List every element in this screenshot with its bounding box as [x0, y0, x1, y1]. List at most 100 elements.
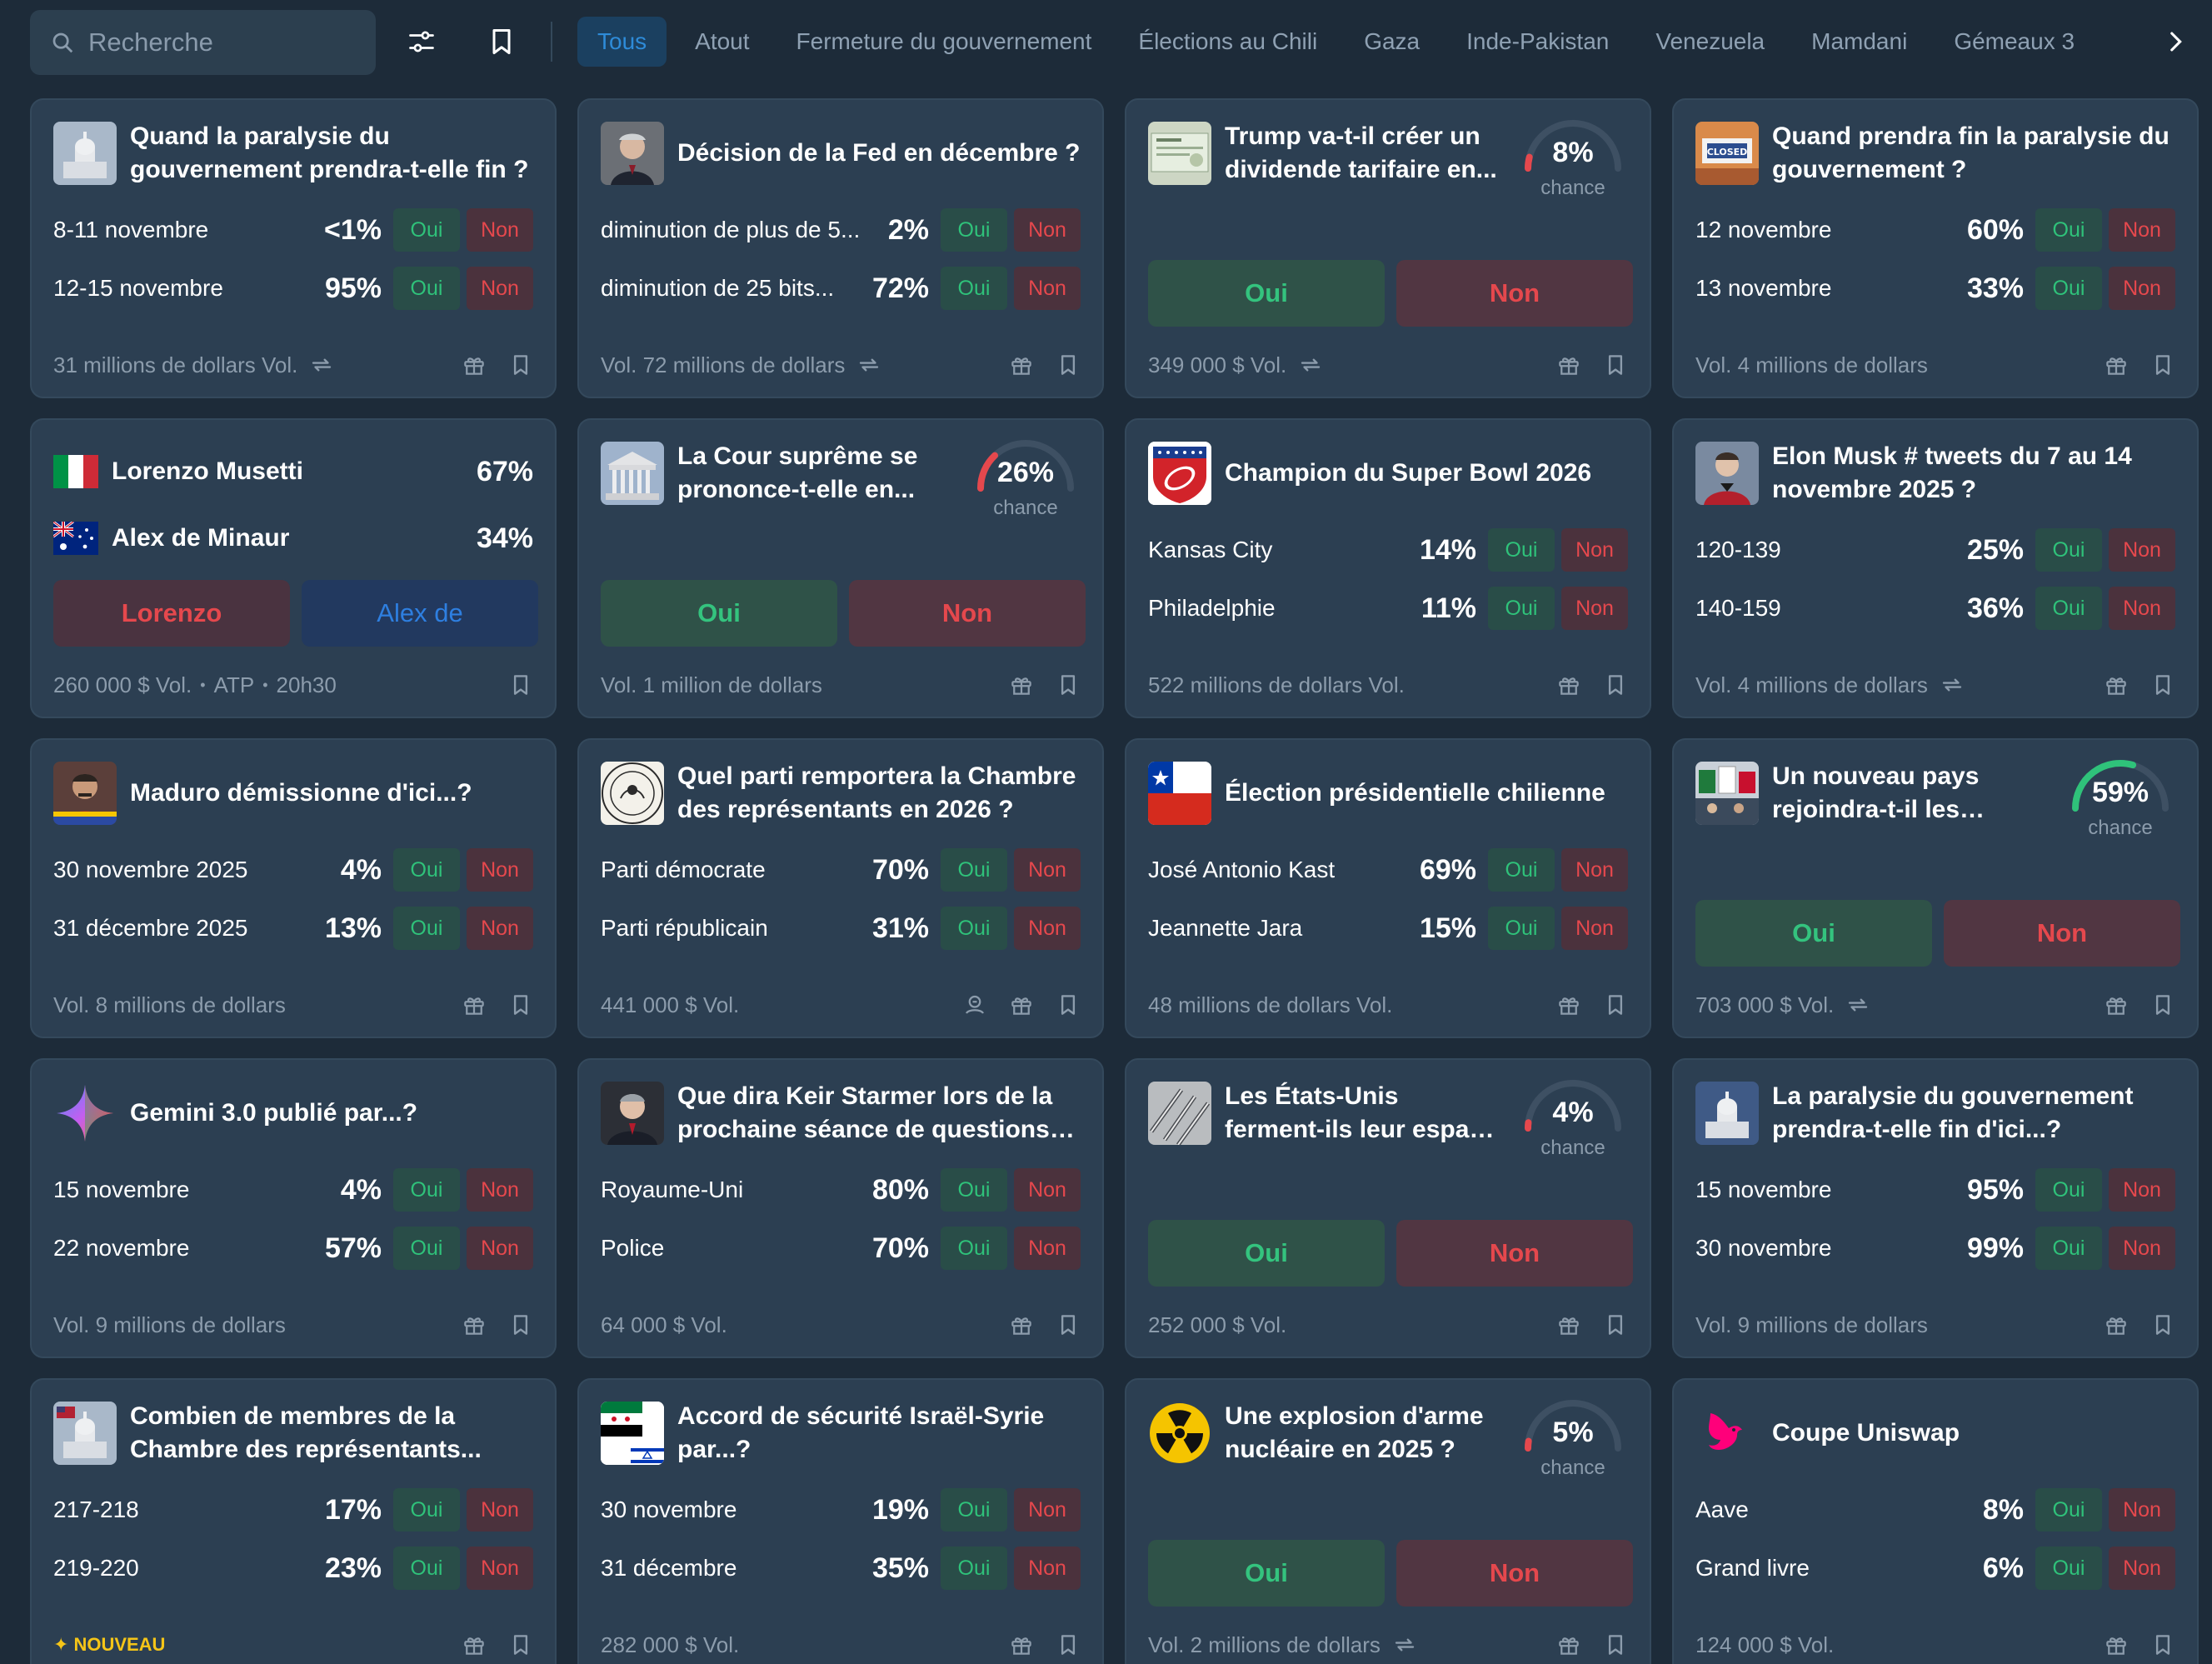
yes-button[interactable]: Oui [1488, 907, 1555, 950]
gift-icon[interactable] [1556, 1632, 1581, 1657]
tab-inde-pakistan[interactable]: Inde-Pakistan [1466, 28, 1610, 54]
no-button[interactable]: Non [2109, 528, 2175, 572]
market-title[interactable]: Un nouveau pays rejoindra-t-il les accor… [1772, 762, 1980, 823]
yes-button[interactable]: Oui [1488, 587, 1555, 630]
gift-icon[interactable] [462, 1312, 487, 1337]
market-title[interactable]: Quand prendra fin la paralysie du gouver… [1772, 122, 2170, 183]
yes-button[interactable]: Oui [393, 1168, 460, 1212]
yes-button[interactable]: Oui [941, 1227, 1007, 1270]
bookmark-icon[interactable] [2150, 1632, 2175, 1657]
gift-icon[interactable] [2104, 672, 2129, 697]
no-button[interactable]: Non [1014, 907, 1081, 950]
yes-button[interactable]: Oui [941, 1168, 1007, 1212]
no-button[interactable]: Non [467, 1547, 533, 1590]
yes-button[interactable]: Oui [393, 1547, 460, 1590]
no-button[interactable]: Non [467, 208, 533, 252]
no-button[interactable]: Non [1561, 528, 1628, 572]
yes-button[interactable]: Oui [393, 907, 460, 950]
gift-icon[interactable] [462, 1632, 487, 1657]
market-card[interactable]: Quand la paralysie du gouvernement prend… [30, 98, 557, 398]
bookmarks-button[interactable] [478, 18, 525, 65]
market-card[interactable]: Élection présidentielle chilienne José A… [1125, 738, 1651, 1038]
yes-button[interactable]: Oui [941, 907, 1007, 950]
market-card[interactable]: Coupe Uniswap Aave 8% Oui Non Grand livr… [1672, 1378, 2199, 1664]
bookmark-icon[interactable] [1056, 1312, 1081, 1337]
market-card[interactable]: Un nouveau pays rejoindra-t-il les accor… [1672, 738, 2199, 1038]
market-card[interactable]: Accord de sécurité Israël-Syrie par...? … [577, 1378, 1104, 1664]
tabs-next-button[interactable] [2152, 18, 2199, 65]
market-title[interactable]: Coupe Uniswap [1772, 1419, 1960, 1447]
bookmark-icon[interactable] [508, 672, 533, 697]
market-title[interactable]: Gemini 3.0 publié par...? [130, 1099, 418, 1127]
yes-button[interactable]: Oui [1148, 260, 1385, 327]
market-card[interactable]: Que dira Keir Starmer lors de la prochai… [577, 1058, 1104, 1358]
bet-player-1-button[interactable]: Lorenzo [53, 580, 290, 647]
yes-button[interactable]: Oui [1488, 848, 1555, 892]
market-title[interactable]: Champion du Super Bowl 2026 [1225, 459, 1592, 487]
market-title[interactable]: Les États-Unis ferment-ils leur espace a… [1225, 1082, 1497, 1143]
yes-button[interactable]: Oui [2035, 267, 2102, 310]
bookmark-icon[interactable] [508, 1312, 533, 1337]
gift-icon[interactable] [462, 992, 487, 1017]
bookmark-icon[interactable] [1603, 672, 1628, 697]
tab-mamdani[interactable]: Mamdani [1811, 28, 1908, 54]
tab-gemeaux-3[interactable]: Gémeaux 3 [1954, 28, 2075, 54]
market-title[interactable]: Elon Musk # tweets du 7 au 14 novembre 2… [1772, 442, 2132, 503]
resolution-icon[interactable] [962, 992, 987, 1017]
no-button[interactable]: Non [1396, 1540, 1633, 1607]
yes-button[interactable]: Oui [1695, 900, 1932, 967]
no-button[interactable]: Non [1561, 587, 1628, 630]
yes-button[interactable]: Oui [2035, 1547, 2102, 1590]
market-card[interactable]: Gemini 3.0 publié par...? 15 novembre 4%… [30, 1058, 557, 1358]
market-card[interactable]: Lorenzo Musetti 67% Alex de Minaur 34% L… [30, 418, 557, 718]
market-card[interactable]: Quel parti remportera la Chambre des rep… [577, 738, 1104, 1038]
bookmark-icon[interactable] [508, 1632, 533, 1657]
yes-button[interactable]: Oui [2035, 1227, 2102, 1270]
no-button[interactable]: Non [2109, 208, 2175, 252]
filter-button[interactable] [398, 18, 445, 65]
no-button[interactable]: Non [467, 1168, 533, 1212]
tab-fermeture-du-gouvernement[interactable]: Fermeture du gouvernement [796, 28, 1092, 54]
yes-button[interactable]: Oui [941, 1488, 1007, 1532]
no-button[interactable]: Non [2109, 1547, 2175, 1590]
no-button[interactable]: Non [849, 580, 1086, 647]
gift-icon[interactable] [2104, 1632, 2129, 1657]
no-button[interactable]: Non [1014, 1227, 1081, 1270]
market-title[interactable]: Élection présidentielle chilienne [1225, 779, 1605, 807]
yes-button[interactable]: Oui [601, 580, 837, 647]
yes-button[interactable]: Oui [941, 1547, 1007, 1590]
bookmark-icon[interactable] [1603, 1632, 1628, 1657]
bookmark-icon[interactable] [1056, 992, 1081, 1017]
no-button[interactable]: Non [1396, 1220, 1633, 1287]
market-title[interactable]: Maduro démissionne d'ici...? [130, 779, 472, 807]
yes-button[interactable]: Oui [941, 208, 1007, 252]
market-card[interactable]: Les États-Unis ferment-ils leur espace a… [1125, 1058, 1651, 1358]
bookmark-icon[interactable] [2150, 992, 2175, 1017]
yes-button[interactable]: Oui [2035, 208, 2102, 252]
bet-player-2-button[interactable]: Alex de [302, 580, 538, 647]
market-title[interactable]: La paralysie du gouvernement prendra-t-e… [1772, 1082, 2134, 1143]
market-title[interactable]: Quel parti remportera la Chambre des rep… [677, 762, 1076, 823]
bookmark-icon[interactable] [1603, 992, 1628, 1017]
market-title[interactable]: Que dira Keir Starmer lors de la prochai… [677, 1082, 1053, 1143]
tab-atout[interactable]: Atout [695, 28, 750, 54]
no-button[interactable]: Non [2109, 267, 2175, 310]
gift-icon[interactable] [1009, 992, 1034, 1017]
gift-icon[interactable] [1009, 1632, 1034, 1657]
gift-icon[interactable] [1556, 992, 1581, 1017]
bookmark-icon[interactable] [1603, 352, 1628, 377]
market-card[interactable]: Trump va-t-il créer un dividende tarifai… [1125, 98, 1651, 398]
yes-button[interactable]: Oui [393, 848, 460, 892]
market-title[interactable]: Combien de membres de la Chambre des rep… [130, 1402, 482, 1463]
yes-button[interactable]: Oui [393, 1227, 460, 1270]
tab-gaza[interactable]: Gaza [1364, 28, 1421, 54]
no-button[interactable]: Non [1014, 1168, 1081, 1212]
market-title[interactable]: Quand la paralysie du gouvernement prend… [130, 122, 529, 183]
bookmark-icon[interactable] [2150, 672, 2175, 697]
market-title[interactable]: Trump va-t-il créer un dividende tarifai… [1225, 122, 1497, 183]
gift-icon[interactable] [2104, 352, 2129, 377]
yes-button[interactable]: Oui [393, 1488, 460, 1532]
no-button[interactable]: Non [1561, 848, 1628, 892]
bookmark-icon[interactable] [508, 992, 533, 1017]
bookmark-icon[interactable] [508, 352, 533, 377]
